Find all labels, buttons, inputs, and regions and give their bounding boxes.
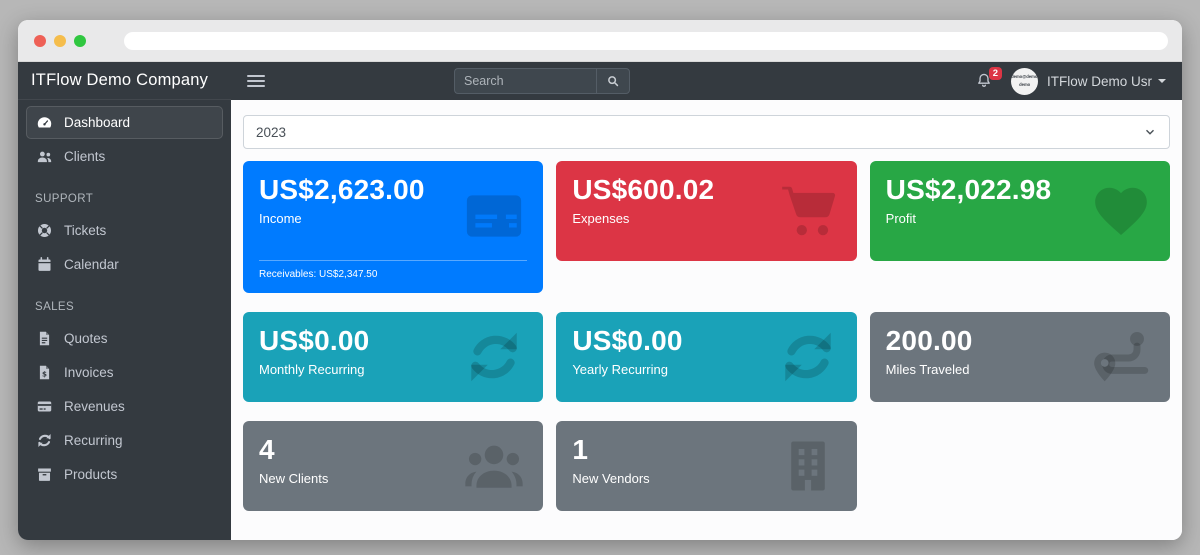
sidebar-item-recurring[interactable]: Recurring (26, 424, 223, 457)
stat-card-expenses[interactable]: US$600.02 Expenses (556, 161, 857, 261)
address-bar[interactable] (124, 31, 1168, 50)
route-icon (1090, 326, 1152, 388)
sidebar-item-label: Recurring (64, 433, 123, 448)
sync-icon (463, 326, 525, 388)
sidebar-section-sales: SALES (35, 301, 75, 313)
bell-icon (975, 72, 993, 90)
sidebar-nav: Dashboard Clients SUPPORT Tickets (18, 100, 231, 498)
year-select-value: 2023 (256, 124, 287, 140)
notifications-button[interactable]: 2 (975, 67, 1002, 90)
avatar-text: demo@demo (1011, 74, 1038, 79)
magnifier-icon (606, 74, 620, 88)
stat-cards-grid: US$2,623.00 Income Receivables: US$2,347… (243, 161, 1170, 511)
sidebar-item-label: Invoices (64, 365, 114, 380)
sidebar-item-revenues[interactable]: Revenues (26, 390, 223, 423)
sidebar-item-quotes[interactable]: Quotes (26, 322, 223, 355)
sidebar-item-label: Clients (64, 149, 106, 164)
credit-card-icon (36, 398, 53, 415)
sidebar-item-invoices[interactable]: $ Invoices (26, 356, 223, 389)
svg-text:$: $ (42, 369, 47, 378)
search-group (453, 68, 630, 94)
stat-label: New Vendors (572, 471, 650, 487)
browser-window: ITFlow Demo Company Dashboard Clients SU… (18, 20, 1182, 540)
browser-chrome (18, 20, 1182, 62)
sidebar-item-label: Products (64, 467, 118, 482)
minimize-window-button[interactable] (54, 34, 66, 47)
maximize-window-button[interactable] (74, 34, 86, 47)
sidebar-item-label: Dashboard (64, 115, 131, 130)
window-controls (34, 34, 104, 47)
life-ring-icon (36, 222, 53, 239)
file-lines-icon (36, 330, 53, 347)
users-icon (36, 148, 53, 165)
sidebar-item-dashboard[interactable]: Dashboard (26, 106, 223, 139)
stat-label: Miles Traveled (885, 362, 970, 378)
user-name: ITFlow Demo Usr (1046, 73, 1152, 89)
brand-title[interactable]: ITFlow Demo Company (18, 62, 231, 100)
stat-value: US$0.00 (259, 325, 370, 356)
sync-icon (777, 326, 839, 388)
sidebar-item-clients[interactable]: Clients (26, 140, 223, 173)
box-icon (36, 466, 53, 483)
sync-icon (36, 432, 53, 449)
sidebar-item-label: Calendar (64, 257, 119, 272)
sidebar: ITFlow Demo Company Dashboard Clients SU… (18, 62, 231, 540)
cart-icon (777, 180, 839, 242)
heart-icon (1090, 180, 1152, 242)
stat-label: Yearly Recurring (572, 362, 668, 378)
stat-label: Profit (885, 211, 916, 227)
sidebar-section-support: SUPPORT (35, 193, 94, 205)
users-icon (463, 435, 525, 497)
sidebar-item-label: Tickets (64, 223, 107, 238)
stat-label: Monthly Recurring (259, 362, 365, 378)
stat-card-new-clients[interactable]: 4 New Clients (243, 421, 544, 511)
stat-card-profit[interactable]: US$2,022.98 Profit (869, 161, 1170, 261)
user-menu-button[interactable]: ITFlow Demo Usr (1047, 74, 1166, 89)
stat-card-yearly-recurring[interactable]: US$0.00 Yearly Recurring (556, 312, 857, 402)
stat-value: US$2,022.98 (885, 174, 1052, 205)
stat-label: New Clients (259, 471, 329, 487)
stat-card-miles-traveled[interactable]: 200.00 Miles Traveled (869, 312, 1170, 402)
gauge-icon (36, 114, 53, 131)
calendar-icon (36, 256, 53, 273)
sidebar-toggle-button[interactable] (247, 75, 265, 87)
file-dollar-icon: $ (36, 364, 53, 381)
stat-value: US$600.02 (572, 174, 715, 205)
avatar[interactable]: demo@demo demo (1010, 67, 1038, 95)
income-receivables: Receivables: US$2,347.50 (259, 269, 378, 280)
stat-label: Income (259, 211, 302, 227)
stat-value: 4 (259, 434, 275, 465)
year-select[interactable]: 2023 (243, 115, 1170, 149)
stat-card-new-vendors[interactable]: 1 New Vendors (556, 421, 857, 511)
stat-value: US$0.00 (572, 325, 683, 356)
search-input[interactable] (453, 68, 596, 94)
chevron-down-icon (1158, 79, 1166, 83)
stat-value: US$2,623.00 (259, 174, 425, 205)
close-window-button[interactable] (34, 34, 46, 47)
search-button[interactable] (595, 68, 630, 94)
sidebar-item-products[interactable]: Products (26, 458, 223, 491)
stat-card-income[interactable]: US$2,623.00 Income Receivables: US$2,347… (243, 161, 544, 293)
stat-label: Expenses (572, 211, 630, 227)
notification-count-badge: 2 (988, 67, 1002, 81)
dashboard-content: 2023 US$2,623.00 Income (231, 100, 1182, 540)
sidebar-item-tickets[interactable]: Tickets (26, 214, 223, 247)
sidebar-item-label: Quotes (64, 331, 108, 346)
card-divider (259, 260, 528, 261)
stat-card-monthly-recurring[interactable]: US$0.00 Monthly Recurring (243, 312, 544, 402)
sidebar-item-label: Revenues (64, 399, 125, 414)
avatar-text: demo (1018, 82, 1031, 88)
building-icon (777, 435, 839, 497)
top-navbar: 2 demo@demo demo ITFlow Demo Usr (231, 62, 1182, 100)
stat-value: 1 (572, 434, 589, 465)
stat-value: 200.00 (885, 325, 973, 356)
chevron-down-icon (1143, 125, 1157, 139)
sidebar-item-calendar[interactable]: Calendar (26, 248, 223, 281)
credit-card-icon (463, 185, 525, 247)
